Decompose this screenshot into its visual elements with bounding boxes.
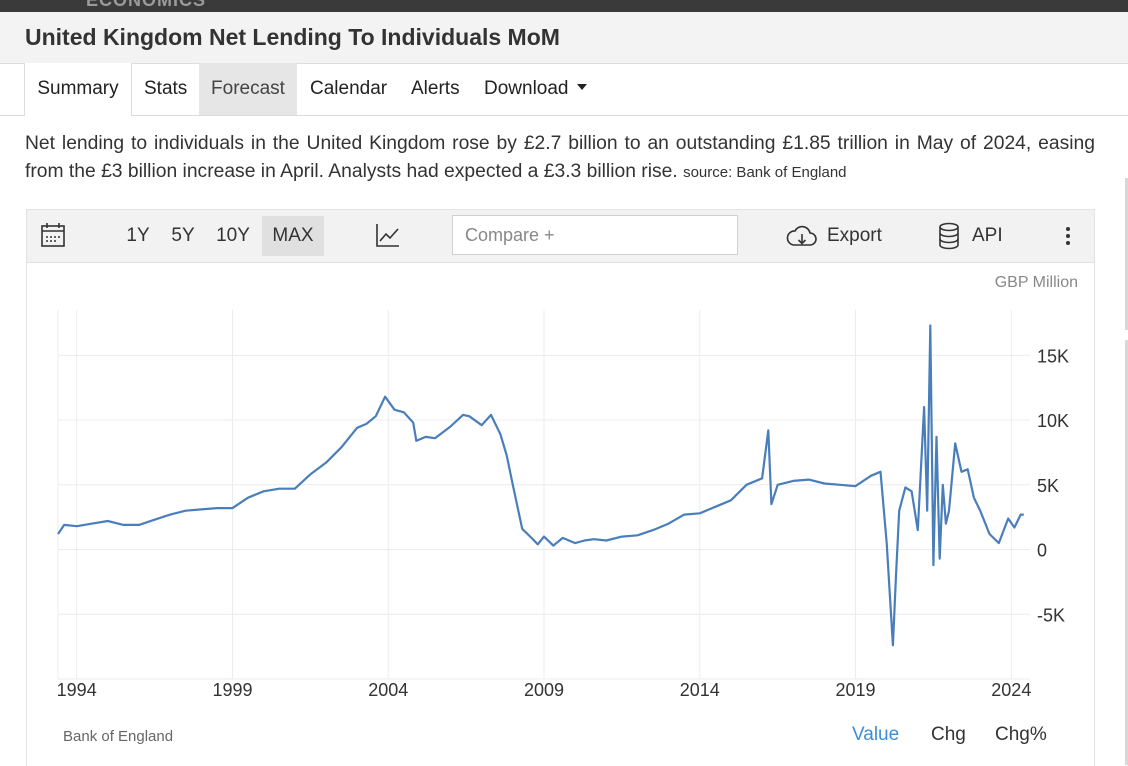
value-tab-chg[interactable]: Chg bbox=[931, 724, 966, 745]
x-tick-label: 2024 bbox=[991, 680, 1031, 700]
tab-calendar[interactable]: Calendar bbox=[310, 78, 388, 99]
tab-download-label: Download bbox=[484, 78, 569, 99]
series-line-net-lending bbox=[57, 324, 1024, 647]
tab-bar: Summary Stats Forecast Calendar Alerts D… bbox=[0, 63, 1128, 116]
api-label: API bbox=[972, 225, 1003, 246]
x-tick-label: 2004 bbox=[368, 680, 408, 700]
x-tick-label: 2009 bbox=[524, 680, 564, 700]
kebab-menu-icon[interactable] bbox=[1063, 210, 1073, 262]
range-1y-button[interactable]: 1Y bbox=[126, 225, 150, 246]
x-axis-ticks: 1994 1999 2004 2009 2014 2019 2024 bbox=[57, 680, 1032, 700]
value-tab-chg-percent[interactable]: Chg% bbox=[995, 724, 1047, 745]
x-tick-label: 2014 bbox=[680, 680, 720, 700]
x-tick-label: 1994 bbox=[57, 680, 97, 700]
tab-stats[interactable]: Stats bbox=[144, 78, 188, 99]
chart-grid bbox=[57, 310, 1030, 680]
compare-input[interactable] bbox=[452, 215, 738, 255]
export-label: Export bbox=[827, 225, 882, 246]
chart-plot: 15K 10K 5K 0 -5K 1994 1999 2004 2009 2014 2019 202… bbox=[57, 310, 1069, 700]
range-10y-button[interactable]: 10Y bbox=[216, 225, 250, 246]
export-button[interactable]: Export bbox=[786, 210, 882, 262]
y-tick-label: 5K bbox=[1037, 476, 1059, 496]
chart-toolbar: 1Y 5Y 10Y MAX Export API bbox=[27, 210, 1094, 263]
site-header-bar: ECONOMICS bbox=[0, 0, 1128, 12]
page-scroll-edge bbox=[1125, 340, 1128, 765]
api-button[interactable]: API bbox=[937, 210, 1003, 262]
tab-download[interactable]: Download bbox=[484, 63, 587, 115]
page-scroll-edge bbox=[1125, 178, 1128, 330]
x-tick-label: 1999 bbox=[212, 680, 252, 700]
summary-text: Net lending to individuals in the United… bbox=[25, 133, 1095, 182]
brand-logo[interactable]: ECONOMICS bbox=[86, 0, 207, 10]
x-tick-label: 2019 bbox=[836, 680, 876, 700]
range-max-button[interactable]: MAX bbox=[262, 216, 324, 256]
summary-paragraph: Net lending to individuals in the United… bbox=[25, 130, 1095, 187]
y-tick-label: 10K bbox=[1037, 411, 1069, 431]
value-tab-value[interactable]: Value bbox=[852, 724, 900, 745]
unit-label: GBP Million bbox=[994, 274, 1078, 291]
y-tick-label: 0 bbox=[1037, 541, 1047, 561]
range-5y-button[interactable]: 5Y bbox=[171, 225, 195, 246]
source-note: source: Bank of England bbox=[683, 164, 847, 181]
calendar-icon[interactable] bbox=[41, 210, 65, 262]
line-chart-icon[interactable] bbox=[375, 210, 401, 262]
tab-summary[interactable]: Summary bbox=[24, 63, 132, 116]
page-title: United Kingdom Net Lending To Individual… bbox=[25, 24, 560, 50]
tab-forecast[interactable]: Forecast bbox=[199, 63, 297, 115]
y-tick-label: 15K bbox=[1037, 346, 1069, 366]
chart-source-label: Bank of England bbox=[63, 728, 174, 745]
tab-alerts[interactable]: Alerts bbox=[411, 78, 460, 99]
y-axis-ticks: 15K 10K 5K 0 -5K bbox=[1037, 346, 1069, 625]
caret-down-icon bbox=[576, 83, 587, 90]
chart-container: 1Y 5Y 10Y MAX Export API GBP Million 15K… bbox=[26, 209, 1095, 766]
y-tick-label: -5K bbox=[1037, 605, 1065, 625]
title-bar: United Kingdom Net Lending To Individual… bbox=[0, 12, 1128, 64]
